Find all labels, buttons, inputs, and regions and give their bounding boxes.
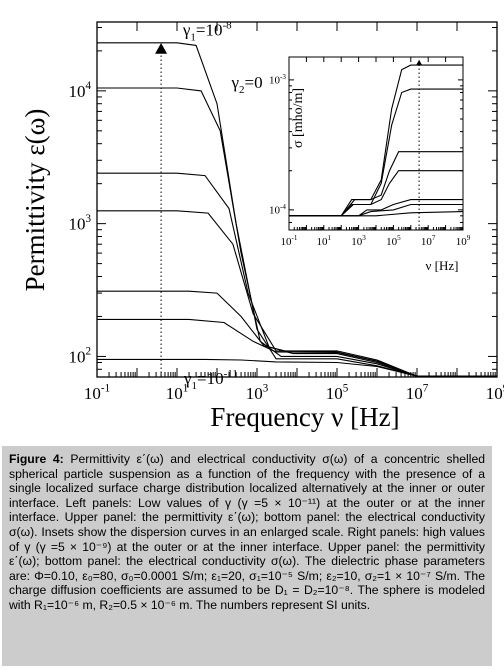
x-tick-label: 101 bbox=[317, 234, 332, 248]
caption-lead: Figure 4: bbox=[9, 452, 64, 466]
inset-axis-ticks bbox=[288, 57, 464, 231]
y-tick-label: 10-3 bbox=[269, 73, 286, 87]
y-tick-label: 102 bbox=[68, 346, 91, 367]
x-tick-label: 107 bbox=[421, 234, 436, 248]
x-tick-label: 105 bbox=[386, 234, 401, 248]
x-tick-label: 103 bbox=[351, 234, 366, 248]
gamma-annotation-1: γ1=10-8 bbox=[182, 20, 232, 44]
marker-arrow-head bbox=[155, 42, 168, 54]
x-tick-label: 109 bbox=[486, 382, 504, 403]
inset-curves bbox=[289, 59, 464, 230]
x-tick-label: 101 bbox=[166, 382, 189, 403]
y-tick-label: 104 bbox=[68, 80, 91, 101]
figure-caption: Figure 4: Permittivity ε΄(ω) and electri… bbox=[2, 446, 492, 666]
main-y-axis-title: Permittivity ε(ω) bbox=[20, 109, 50, 292]
x-tick-label: 107 bbox=[406, 382, 429, 403]
inset-tick-labels: 10-1 101 103 105 107 109 10-4 10-3 bbox=[269, 73, 471, 248]
inset-y-axis-title: σ [mho/m] bbox=[291, 88, 306, 148]
main-annotations: γ1=10-8 γ2=0 γ1=10-11 bbox=[182, 20, 263, 392]
marker-arrow-head bbox=[416, 59, 423, 66]
gamma-annotation-2: γ2=0 bbox=[230, 73, 262, 96]
caption-text: Permittivity ε΄(ω) and electrical conduc… bbox=[9, 452, 485, 612]
series-line-7 bbox=[97, 358, 497, 377]
figure-canvas: 10-1 101 103 105 107 109 102 103 104 γ1=10-8 γ2=0… bbox=[20, 20, 504, 432]
y-tick-label: 10-4 bbox=[269, 203, 286, 217]
series-line-4 bbox=[289, 170, 463, 217]
inset-plot-frame bbox=[288, 56, 464, 231]
main-axis-ticks bbox=[96, 22, 498, 378]
series-line-6 bbox=[97, 318, 497, 377]
main-curves bbox=[97, 42, 497, 377]
series-line-7 bbox=[289, 211, 464, 217]
series-line-3 bbox=[289, 151, 463, 217]
main-tick-labels: 10-1 101 103 105 107 109 102 103 104 bbox=[68, 80, 504, 403]
gamma-annotation-3: γ1=10-11 bbox=[183, 368, 238, 392]
x-tick-label: 10-1 bbox=[281, 234, 298, 248]
x-tick-label: 109 bbox=[456, 234, 471, 248]
x-tick-label: 105 bbox=[326, 382, 349, 403]
x-tick-label: 10-1 bbox=[84, 382, 110, 403]
series-line-5 bbox=[97, 290, 497, 377]
main-x-axis-title: Frequency ν [Hz] bbox=[210, 402, 399, 432]
x-tick-label: 103 bbox=[246, 382, 269, 403]
inset-x-axis-title: ν [Hz] bbox=[426, 258, 459, 273]
y-tick-label: 103 bbox=[68, 213, 91, 234]
